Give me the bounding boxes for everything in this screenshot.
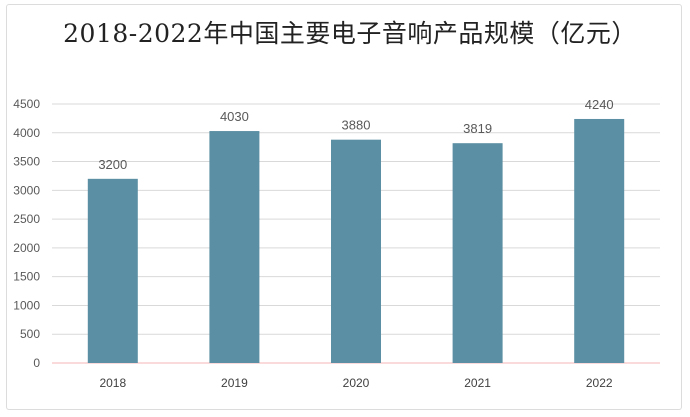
data-label-2018: 3200: [98, 157, 127, 172]
data-label-2020: 3880: [342, 118, 371, 133]
y-tick-label: 3500: [13, 155, 40, 169]
x-tick-labels: 2018 2019 2020 2021 2022: [99, 376, 612, 390]
x-tick-label-2022: 2022: [586, 376, 613, 390]
y-tick-label: 1500: [13, 270, 40, 284]
x-tick-label-2020: 2020: [343, 376, 370, 390]
x-tick-label-2021: 2021: [464, 376, 491, 390]
chart-title: 2018-2022年中国主要电子音响产品规模（亿元）: [63, 19, 637, 48]
x-tick-label-2018: 2018: [99, 376, 126, 390]
y-tick-label: 500: [20, 327, 40, 341]
y-tick-labels: 0 500 1000 1500 2000 2500 3000 3500 4000 4500: [13, 97, 40, 370]
y-tick-label: 1000: [13, 298, 40, 312]
y-tick-label: 4500: [13, 97, 40, 111]
bars: [87, 118, 625, 363]
y-tick-label: 2500: [13, 212, 40, 226]
data-label-2022: 4240: [585, 97, 614, 112]
data-label-2021: 3819: [463, 121, 492, 136]
data-labels: 3200 4030 3880 3819 4240: [98, 97, 613, 172]
data-label-2019: 4030: [220, 109, 249, 124]
bar-2020: [331, 139, 381, 363]
y-tick-label: 4000: [13, 126, 40, 140]
y-tick-label: 2000: [13, 241, 40, 255]
y-tick-label: 3000: [13, 183, 40, 197]
bar-2022: [574, 118, 625, 363]
y-tick-label: 0: [33, 356, 40, 370]
x-tick-label-2019: 2019: [221, 376, 248, 390]
bar-2019: [209, 131, 260, 363]
bar-2021: [452, 143, 503, 363]
bar-2018: [87, 178, 138, 363]
